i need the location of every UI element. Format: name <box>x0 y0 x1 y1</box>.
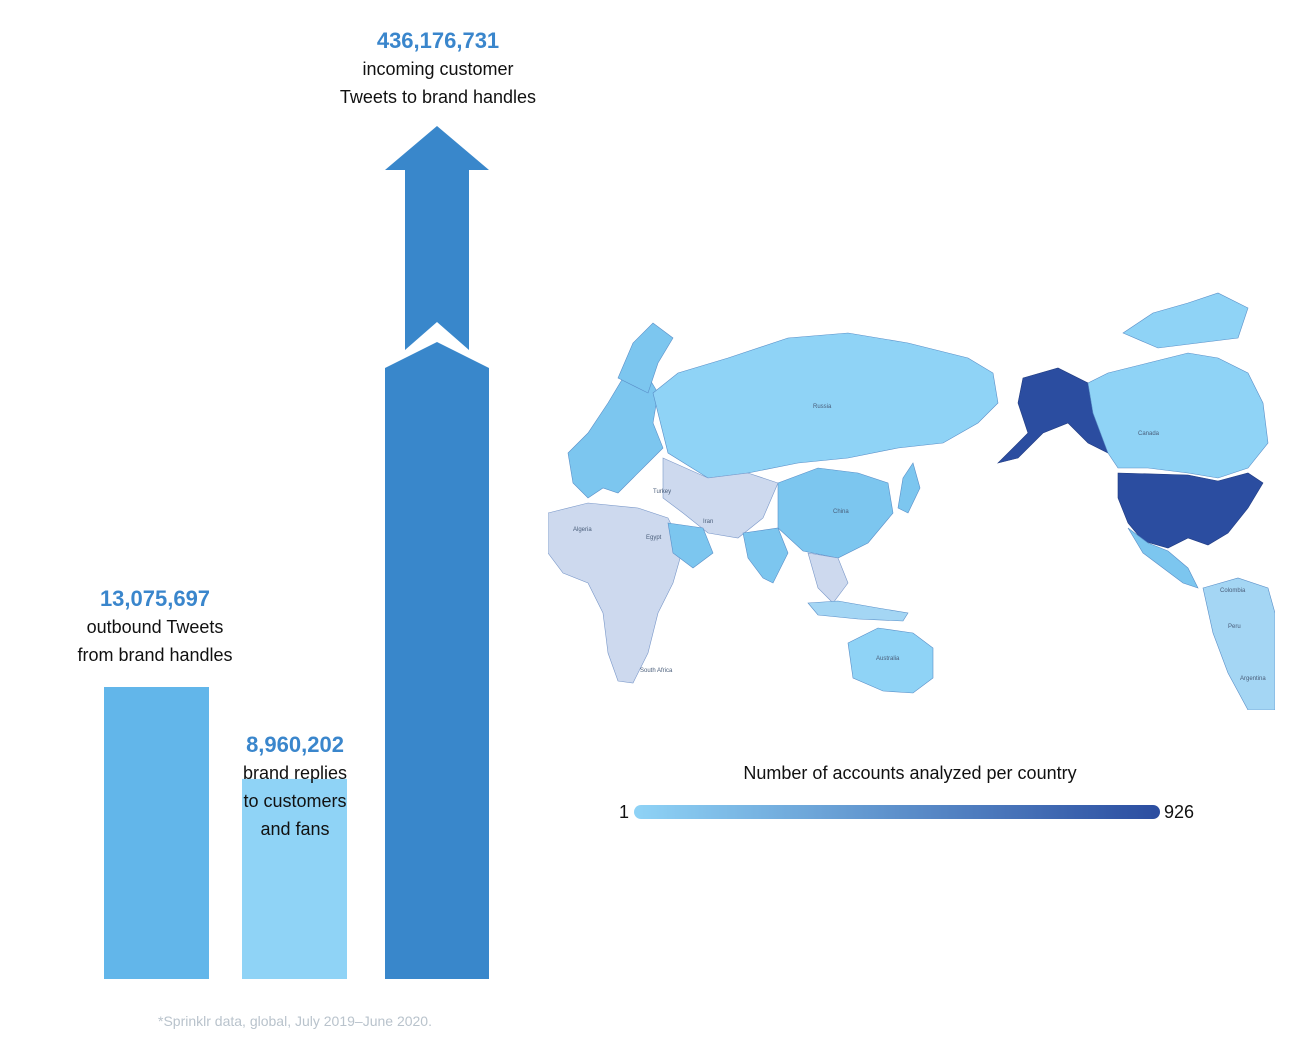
map-label-turkey: Turkey <box>653 489 671 495</box>
map-region-india <box>742 527 789 584</box>
incoming-description: incoming customer Tweets to brand handle… <box>339 59 537 107</box>
map-label-peru: Peru <box>1228 624 1241 630</box>
map-region-indonesia <box>807 600 909 622</box>
replies-description: brand replies to customers and fans <box>242 763 348 839</box>
world-map: Algeria Egypt Turkey Iran China Russia C… <box>548 283 1275 710</box>
bar-incoming-arrow <box>385 126 489 350</box>
map-region-japan <box>897 462 921 514</box>
replies-stat: 8,960,202 brand replies to customers and… <box>210 731 380 843</box>
map-label-iran: Iran <box>703 519 713 525</box>
bar-incoming-lower <box>385 342 489 979</box>
map-label-argentina: Argentina <box>1240 676 1266 682</box>
map-region-south-america <box>1202 577 1275 710</box>
map-label-canada: Canada <box>1138 431 1160 437</box>
legend-max-label: 926 <box>1164 802 1195 822</box>
outbound-stat: 13,075,697 outbound Tweets from brand ha… <box>40 585 270 669</box>
map-region-saudi-arabia <box>667 522 714 569</box>
map-region-southeast-asia <box>807 552 849 604</box>
legend-min-label: 1 <box>619 802 630 822</box>
map-label-china: China <box>833 509 849 515</box>
map-region-arctic-islands <box>1122 292 1249 349</box>
legend-title: Number of accounts analyzed per country <box>743 763 1077 783</box>
outbound-description: outbound Tweets from brand handles <box>77 617 233 665</box>
outbound-number: 13,075,697 <box>99 586 211 611</box>
footnote: *Sprinklr data, global, July 2019–June 2… <box>158 1013 432 1029</box>
map-label-australia: Australia <box>876 656 900 662</box>
map-region-africa <box>548 502 684 684</box>
map-region-central-asia <box>662 457 779 539</box>
map-label-south-africa: South Africa <box>640 668 673 674</box>
map-region-usa <box>1117 472 1264 549</box>
map-region-canada <box>1087 352 1269 479</box>
map-label-russia: Russia <box>813 404 832 410</box>
map-label-egypt: Egypt <box>646 535 662 541</box>
legend-gradient-bar <box>634 805 1160 819</box>
map-region-europe <box>567 367 664 499</box>
map-label-algeria: Algeria <box>573 527 592 533</box>
incoming-number: 436,176,731 <box>376 28 500 53</box>
incoming-stat: 436,176,731 incoming customer Tweets to … <box>298 27 578 111</box>
map-region-mexico <box>1127 527 1199 589</box>
map-region-australia <box>847 627 934 694</box>
map-label-colombia: Colombia <box>1220 588 1246 594</box>
bar-outbound <box>104 687 209 979</box>
map-region-china <box>777 467 894 559</box>
map-region-scandinavia <box>617 322 674 394</box>
replies-number: 8,960,202 <box>246 732 344 757</box>
choropleth-map: Algeria Egypt Turkey Iran China Russia C… <box>548 292 1275 710</box>
bar-replies <box>242 778 347 979</box>
